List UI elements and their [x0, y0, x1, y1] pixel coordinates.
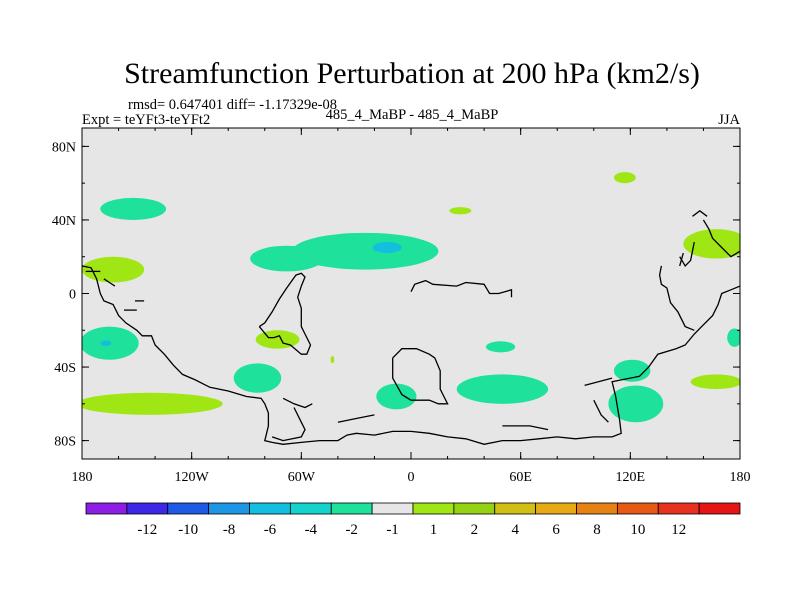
coastline-segment-5	[258, 272, 312, 355]
contour-region-2	[250, 245, 324, 272]
contour-region-12	[727, 328, 740, 347]
x-tick-label-1: 120W	[175, 470, 210, 485]
colorbar-swatch-11	[535, 502, 577, 515]
colorbar-label-13: 12	[671, 522, 686, 538]
coastline-segment-13	[593, 399, 609, 423]
colorbar-label-3: -6	[264, 522, 277, 538]
colorbar-swatch-7	[371, 502, 414, 515]
colorbar-label-11: 8	[593, 522, 601, 538]
colorbar-swatch-8	[412, 502, 455, 515]
coastline-segment-2	[103, 278, 116, 287]
contour-region-20	[330, 356, 335, 364]
y-tick-label-2: 0	[69, 288, 76, 303]
x-tick-label-0: 180	[72, 470, 93, 485]
colorbar-swatch-13	[616, 502, 659, 515]
map-panel	[81, 127, 741, 460]
colorbar-swatch-3	[208, 502, 250, 515]
contour-region-9	[485, 341, 516, 353]
x-tick-label-3: 0	[408, 470, 415, 485]
contour-region-5	[100, 340, 112, 346]
contour-region-0	[100, 197, 167, 220]
colorbar-swatch-0	[85, 502, 128, 515]
coastline-segment-14	[658, 265, 695, 331]
colorbar-label-10: 6	[552, 522, 560, 538]
coastline-segment-15	[679, 241, 695, 267]
coastline-segment-17	[692, 209, 708, 217]
colorbar: -12 -10 -8 -6 -4 -2 -1 1 2 4 6 8 10 12	[85, 502, 741, 538]
contour-region-19	[690, 374, 740, 390]
x-tick-label-2: 60W	[288, 470, 316, 485]
coastline-segment-7	[271, 407, 306, 442]
coastline-segment-0	[82, 265, 740, 445]
coastline-segment-18	[679, 252, 684, 267]
contour-region-14	[82, 392, 223, 415]
colorbar-swatch-10	[494, 502, 537, 515]
contour-region-17	[449, 207, 472, 215]
colorbar-swatch-9	[453, 502, 496, 515]
x-tick-label-4: 60E	[509, 470, 532, 485]
colorbar-label-9: 4	[511, 522, 519, 538]
colorbar-swatch-6	[330, 502, 373, 515]
contour-region-16	[613, 172, 636, 184]
y-axis: 80N 40N 0 40S 80S	[52, 140, 740, 450]
contour-region-15	[255, 330, 300, 349]
contour-region-8	[456, 374, 549, 404]
colorbar-swatch-15	[698, 502, 741, 515]
experiment-label: Expt = teYFt3-teYFt2	[82, 112, 210, 128]
contour-region-10	[613, 359, 651, 382]
coastline-segment-16	[702, 219, 740, 258]
contour-region-11	[608, 385, 664, 423]
stats-label: rmsd= 0.647401 diff= -1.17329e-08	[128, 97, 337, 113]
contour-region-3	[372, 242, 402, 254]
colorbar-label-2: -8	[223, 522, 236, 538]
case-label: 485_4_MaBP - 485_4_MaBP	[326, 107, 499, 123]
colorbar-swatch-1	[126, 502, 169, 515]
x-axis: 180 120W 60W 0 60E 120E 180	[72, 128, 751, 485]
colorbar-label-6: -1	[386, 522, 399, 538]
coastline-segment-6	[282, 397, 313, 409]
colorbar-swatch-2	[167, 502, 210, 515]
x-tick-label-5: 120E	[616, 470, 646, 485]
colorbar-label-1: -10	[178, 522, 198, 538]
y-tick-label-1: 40N	[52, 214, 76, 229]
anomaly-contours	[82, 172, 740, 423]
coastline-segment-12	[584, 377, 613, 387]
coastline-segment-10	[337, 414, 375, 423]
contour-region-13	[82, 256, 145, 283]
colorbar-swatch-5	[289, 502, 332, 515]
contour-region-1	[292, 232, 439, 270]
coastline-segment-11	[502, 425, 549, 431]
colorbar-swatch-4	[249, 502, 291, 515]
chart-title: Streamfunction Perturbation at 200 hPa (…	[124, 57, 700, 90]
coastlines	[82, 209, 740, 445]
coastline-segment-9	[410, 279, 513, 298]
colorbar-label-5: -2	[345, 522, 358, 538]
colorbar-label-12: 10	[630, 522, 645, 538]
x-tick-label-6: 180	[730, 470, 751, 485]
colorbar-swatch-14	[657, 502, 700, 515]
colorbar-swatch-12	[576, 502, 618, 515]
contour-region-7	[376, 383, 417, 410]
colorbar-label-8: 2	[471, 522, 479, 538]
coastline-segment-8	[392, 348, 449, 405]
colorbar-label-4: -4	[305, 522, 318, 538]
colorbar-label-7: 1	[430, 522, 438, 538]
season-label: JJA	[718, 112, 740, 128]
colorbar-label-0: -12	[137, 522, 157, 538]
y-tick-label-0: 80N	[52, 140, 76, 155]
y-tick-label-4: 80S	[54, 435, 76, 450]
contour-region-18	[683, 229, 740, 259]
contour-region-6	[233, 363, 282, 393]
y-tick-label-3: 40S	[54, 361, 76, 376]
